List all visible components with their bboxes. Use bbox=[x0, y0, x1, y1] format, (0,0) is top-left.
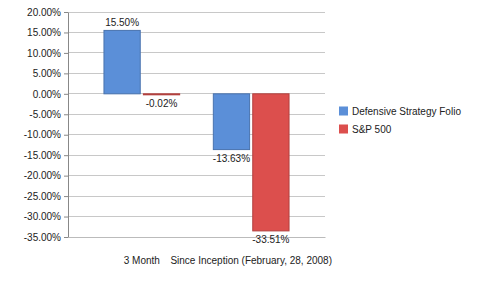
legend: Defensive Strategy Folio S&P 500 bbox=[339, 106, 461, 135]
grid-line bbox=[68, 12, 325, 13]
y-tick-mark bbox=[64, 73, 68, 74]
x-axis: 3 Month Since Inception (February, 28, 20… bbox=[69, 238, 332, 267]
y-tick: -25.00% bbox=[24, 191, 68, 202]
y-tick-label: 10.00% bbox=[27, 48, 61, 59]
y-tick: -5.00% bbox=[29, 109, 68, 120]
y-tick-label: 15.00% bbox=[27, 27, 61, 38]
y-tick: -35.00% bbox=[24, 232, 68, 243]
data-label: -13.63% bbox=[213, 153, 250, 164]
y-tick: 5.00% bbox=[33, 68, 68, 79]
y-tick-mark bbox=[64, 12, 68, 13]
y-tick-mark bbox=[64, 114, 68, 115]
bar bbox=[213, 94, 249, 150]
y-axis: 20.00% 15.00% 10.00% 5.00% 0.00% -5.00% -10.00… bbox=[24, 7, 69, 243]
y-tick: -10.00% bbox=[24, 129, 68, 140]
y-tick-mark bbox=[64, 32, 68, 33]
legend-label: Defensive Strategy Folio bbox=[352, 106, 461, 117]
legend-item: S&P 500 bbox=[339, 124, 392, 135]
y-tick: -30.00% bbox=[24, 211, 68, 222]
x-tick-label: Since Inception (February, 28, 2008) bbox=[170, 255, 332, 266]
y-tick-mark bbox=[64, 53, 68, 54]
y-tick-mark bbox=[64, 155, 68, 156]
y-tick: 15.00% bbox=[27, 27, 68, 38]
y-tick-label: 20.00% bbox=[27, 7, 61, 18]
legend-swatch bbox=[339, 125, 348, 134]
y-tick-label: -20.00% bbox=[24, 170, 61, 181]
x-tick-label: 3 Month bbox=[124, 255, 160, 266]
y-tick-mark bbox=[64, 94, 68, 95]
bar bbox=[253, 94, 289, 231]
y-tick: 20.00% bbox=[27, 7, 68, 18]
y-axis-line bbox=[68, 13, 69, 238]
y-tick-label: 5.00% bbox=[33, 68, 61, 79]
y-tick: -20.00% bbox=[24, 170, 68, 181]
data-label: -0.02% bbox=[146, 98, 178, 109]
y-tick-label: -10.00% bbox=[24, 129, 61, 140]
y-tick-mark bbox=[64, 217, 68, 218]
data-label: -33.51% bbox=[252, 234, 289, 245]
x-tick: Since Inception (February, 28, 2008) bbox=[170, 255, 332, 266]
y-tick-label: -15.00% bbox=[24, 150, 61, 161]
y-tick: 0.00% bbox=[33, 89, 68, 100]
grid bbox=[68, 12, 325, 237]
chart: 20.00% 15.00% 10.00% 5.00% 0.00% -5.00% -10.00… bbox=[0, 0, 500, 281]
bars bbox=[104, 30, 289, 230]
y-tick-mark bbox=[64, 196, 68, 197]
legend-swatch bbox=[339, 107, 348, 116]
x-tick: 3 Month bbox=[124, 255, 160, 266]
legend-label: S&P 500 bbox=[352, 124, 392, 135]
data-label: 15.50% bbox=[105, 17, 139, 28]
y-tick-label: -35.00% bbox=[24, 232, 61, 243]
data-labels: 15.50% -13.63% -0.02% -33.51% bbox=[105, 17, 289, 244]
y-tick-label: 0.00% bbox=[33, 89, 61, 100]
legend-item: Defensive Strategy Folio bbox=[339, 106, 461, 117]
y-tick-label: -25.00% bbox=[24, 191, 61, 202]
y-tick-mark bbox=[64, 237, 68, 238]
y-tick-mark bbox=[64, 176, 68, 177]
y-tick-label: -5.00% bbox=[29, 109, 61, 120]
bar bbox=[104, 30, 140, 93]
bar bbox=[143, 94, 179, 95]
y-tick: -15.00% bbox=[24, 150, 68, 161]
y-tick-label: -30.00% bbox=[24, 211, 61, 222]
y-tick-mark bbox=[64, 135, 68, 136]
y-tick: 10.00% bbox=[27, 48, 68, 59]
